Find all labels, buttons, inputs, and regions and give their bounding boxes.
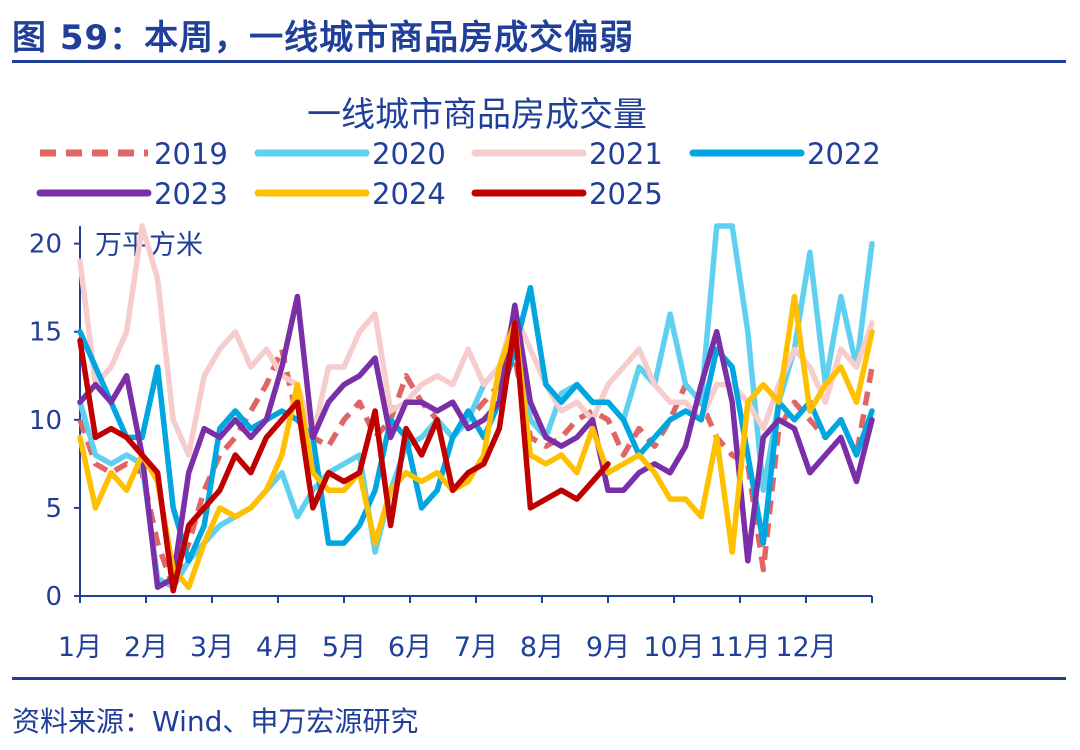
- x-tick-label: 8月: [520, 632, 564, 663]
- series-group: [77, 223, 875, 594]
- figure-title: 图 59：本周，一线城市商品房成交偏弱: [12, 18, 635, 58]
- source-rule: [12, 677, 1066, 680]
- chart-title: 一线城市商品房成交量: [307, 95, 647, 135]
- series-line-2021: [77, 223, 875, 458]
- legend-label-2025: 2025: [589, 177, 663, 211]
- x-tick-label: 3月: [190, 632, 234, 663]
- y-tick-label: 20: [29, 230, 62, 260]
- x-axis: 1月 2月 3月 4月 5月 6月 7月 8月 9月 10月 11月 12月: [58, 595, 873, 663]
- x-tick-label: 4月: [256, 632, 300, 663]
- x-tick-label: 5月: [322, 632, 366, 663]
- legend-label-2020: 2020: [372, 137, 446, 171]
- series-line-2025: [77, 320, 611, 594]
- title-rule: [12, 60, 1066, 63]
- y-tick-label: 15: [29, 318, 62, 348]
- series-line-2020: [77, 223, 875, 590]
- y-tick-label: 5: [45, 494, 62, 524]
- legend: 2019 2020 2021 2022 2023 2024 2025: [36, 137, 881, 211]
- legend-label-2019: 2019: [154, 137, 228, 171]
- source-note: 资料来源：Wind、申万宏源研究: [12, 705, 419, 738]
- legend-label-2024: 2024: [372, 177, 446, 211]
- x-tick-label: 11月: [709, 632, 770, 663]
- y-tick-label: 10: [29, 406, 62, 436]
- legend-label-2021: 2021: [589, 137, 663, 171]
- x-tick-label: 2月: [124, 632, 168, 663]
- x-tick-label: 9月: [586, 632, 630, 663]
- legend-label-2022: 2022: [807, 137, 881, 171]
- y-axis: 0 5 10 15 20: [29, 226, 81, 612]
- legend-label-2023: 2023: [154, 177, 228, 211]
- x-tick-label: 6月: [388, 632, 432, 663]
- x-tick-label: 12月: [775, 632, 836, 663]
- x-tick-label: 7月: [454, 632, 498, 663]
- y-tick-label: 0: [45, 582, 62, 612]
- x-tick-label: 1月: [58, 632, 102, 663]
- x-tick-label: 10月: [643, 632, 704, 663]
